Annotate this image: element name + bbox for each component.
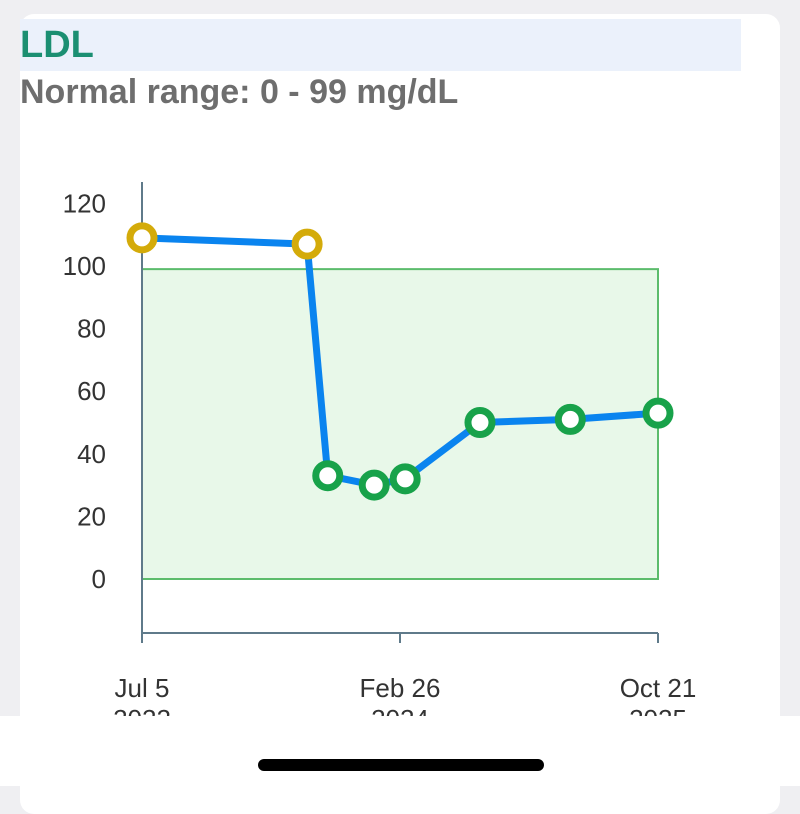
y-tick-label-40: 40: [77, 439, 106, 469]
x-tick-label-1: Feb 26: [360, 673, 441, 703]
data-point-6: [464, 407, 496, 438]
data-point-8: [642, 397, 674, 429]
data-point-4: [358, 469, 390, 501]
y-tick-label-20: 20: [77, 501, 106, 531]
x-tick-label-2: Oct 21: [620, 673, 697, 703]
data-point-2: [291, 228, 323, 260]
home-indicator[interactable]: [258, 759, 544, 771]
chart-title: LDL: [20, 24, 94, 66]
normal-range-label: Normal range: 0 - 99 mg/dL: [20, 73, 459, 111]
data-point-3: [312, 460, 344, 492]
y-tick-label-120: 120: [63, 188, 106, 218]
data-point-5: [389, 463, 421, 495]
y-tick-label-80: 80: [77, 314, 106, 344]
y-tick-label-0: 0: [92, 564, 106, 594]
title-bar: [20, 19, 741, 71]
y-tick-label-100: 100: [63, 251, 106, 281]
bottom-safe-area: [0, 716, 800, 786]
x-tick-label-0: Jul 5: [115, 673, 170, 703]
data-point-1: [126, 222, 158, 254]
y-tick-label-60: 60: [77, 376, 106, 406]
data-point-7: [554, 403, 586, 435]
